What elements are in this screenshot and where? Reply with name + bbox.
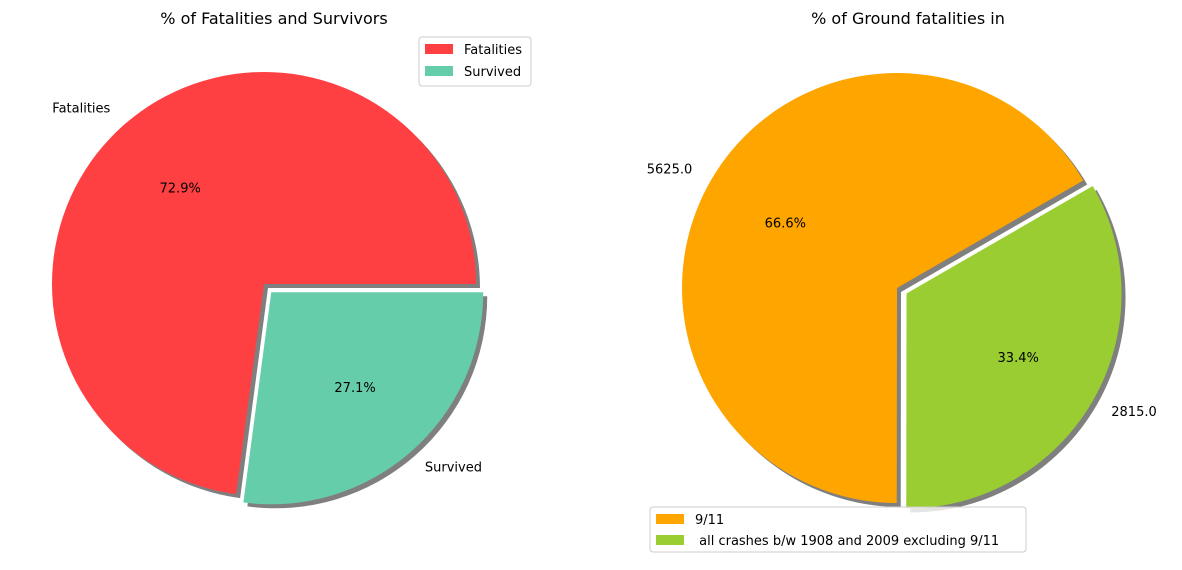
legend-label-survived: Survived: [464, 65, 521, 80]
pct-label: 27.1%: [334, 381, 375, 396]
legend-swatch-survived: [425, 66, 453, 76]
legend-label-911: 9/11: [695, 513, 724, 528]
legend-swatch-all-crashes: [656, 535, 684, 545]
legend-label-all-crashes: all crashes b/w 1908 and 2009 excluding …: [695, 534, 999, 549]
pct-label: 66.6%: [765, 216, 806, 231]
legend-swatch-fatalities: [425, 44, 453, 54]
chart-title: % of Ground fatalities in: [811, 9, 1005, 28]
pct-label: 33.4%: [998, 351, 1039, 366]
legend: 9/11 all crashes b/w 1908 and 2009 exclu…: [649, 506, 1027, 553]
pie-slice-survived: [243, 292, 484, 505]
pct-label: 72.9%: [160, 181, 201, 196]
legend: Fatalities Survived: [418, 36, 532, 87]
legend-swatch-911: [656, 514, 684, 524]
pie-slice-9-11: [682, 73, 1084, 503]
pie-1: 66.6% 5625.0 33.4% 2815.0: [647, 73, 1157, 513]
slice-label: 5625.0: [647, 163, 693, 178]
chart-title: % of Fatalities and Survivors: [160, 9, 387, 28]
fatalities-survivors-chart: % of Fatalities and Survivors 72.9% Fatal…: [52, 9, 532, 509]
legend-label-fatalities: Fatalities: [464, 43, 522, 58]
legend-box: [649, 506, 1027, 553]
pie-0: 72.9% Fatalities 27.1% Survived: [52, 71, 488, 509]
pie-slice-all-crashes-b-w-1908-and-2009-excluding-9-11: [906, 186, 1122, 509]
slice-label: Survived: [425, 461, 482, 476]
pie-slice-fatalities: [52, 71, 477, 495]
slice-label: 2815.0: [1111, 405, 1157, 420]
ground-fatalities-chart: % of Ground fatalities in 66.6% 5625.0 33.…: [647, 9, 1157, 553]
slice-label: Fatalities: [52, 102, 110, 117]
